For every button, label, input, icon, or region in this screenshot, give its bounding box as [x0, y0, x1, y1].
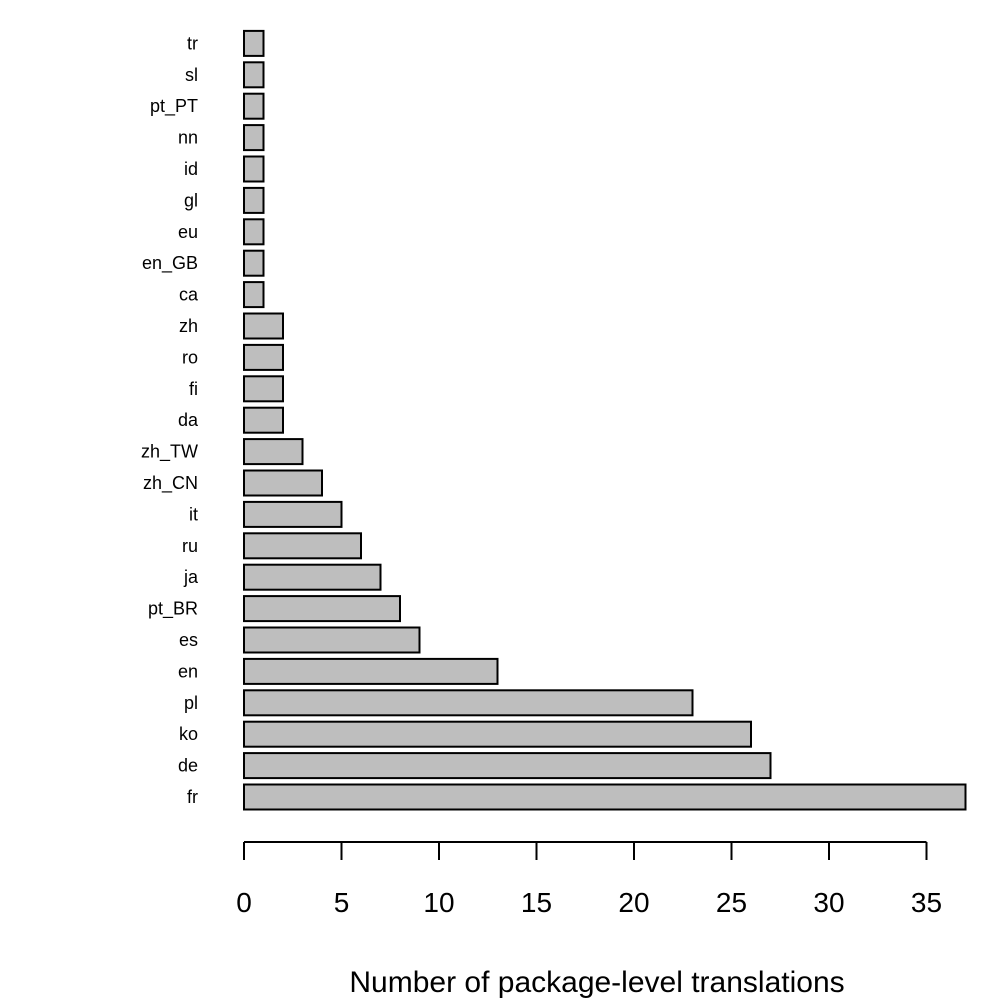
category-label-da: da	[178, 410, 199, 430]
bar-sl	[243, 61, 265, 89]
bar-zh_TW	[243, 438, 304, 466]
bar-fr	[243, 783, 967, 811]
category-label-fi: fi	[189, 379, 198, 399]
bar-en	[243, 657, 499, 685]
category-label-ru: ru	[182, 536, 198, 556]
category-label-it: it	[189, 504, 198, 524]
category-label-zh: zh	[179, 316, 198, 336]
x-tick-label: 15	[521, 887, 552, 918]
bar-zh_CN	[243, 469, 323, 497]
category-label-tr: tr	[187, 33, 198, 53]
category-label-ro: ro	[182, 347, 198, 367]
x-tick-label: 20	[618, 887, 649, 918]
x-ticks-group: 0 5 10 15 20 25 30 35	[236, 842, 942, 918]
category-label-de: de	[178, 756, 198, 776]
category-labels-group: fr de ko pl en es pt_BR ja ru it zh_CN zh_TW da fi ro z…	[141, 33, 199, 807]
bar-tr	[243, 29, 265, 57]
bar-ca	[243, 281, 265, 309]
category-label-en_GB: en_GB	[142, 253, 198, 274]
bar-pt_BR	[243, 595, 401, 623]
bar-fi	[243, 375, 284, 403]
category-label-ko: ko	[179, 724, 198, 744]
bar-id	[243, 155, 265, 183]
bar-ko	[243, 720, 752, 748]
bar-en_GB	[243, 249, 265, 277]
bar-da	[243, 406, 284, 434]
category-label-fr: fr	[187, 787, 198, 807]
category-label-en: en	[178, 661, 198, 681]
x-tick-label: 35	[911, 887, 942, 918]
bar-de	[243, 752, 772, 780]
bar-gl	[243, 186, 265, 214]
category-label-ca: ca	[179, 285, 199, 305]
bar-it	[243, 500, 343, 528]
x-tick-label: 10	[423, 887, 454, 918]
category-label-ja: ja	[183, 567, 199, 587]
category-label-nn: nn	[178, 128, 198, 148]
category-label-es: es	[179, 630, 198, 650]
bar-nn	[243, 124, 265, 152]
bars-group	[243, 29, 967, 811]
category-label-id: id	[184, 159, 198, 179]
category-label-gl: gl	[184, 190, 198, 210]
category-label-zh_TW: zh_TW	[141, 442, 198, 463]
x-tick-label: 25	[716, 887, 747, 918]
x-axis-title: Number of package-level translations	[349, 966, 844, 999]
category-label-pl: pl	[184, 693, 198, 713]
x-tick-label: 0	[236, 887, 252, 918]
bar-ro	[243, 343, 284, 371]
category-label-eu: eu	[178, 222, 198, 242]
x-axis: 0 5 10 15 20 25 30 35	[236, 841, 942, 918]
category-label-zh_CN: zh_CN	[143, 473, 198, 494]
bar-pt_PT	[243, 92, 265, 120]
category-label-pt_PT: pt_PT	[150, 96, 198, 117]
bar-ja	[243, 563, 382, 591]
category-label-pt_BR: pt_BR	[148, 599, 198, 620]
bar-ru	[243, 532, 362, 560]
bar-eu	[243, 218, 265, 246]
x-tick-label: 30	[813, 887, 844, 918]
bar-pl	[243, 689, 694, 717]
bar-zh	[243, 312, 284, 340]
bar-es	[243, 626, 421, 654]
category-label-sl: sl	[185, 65, 198, 85]
x-tick-label: 5	[334, 887, 350, 918]
